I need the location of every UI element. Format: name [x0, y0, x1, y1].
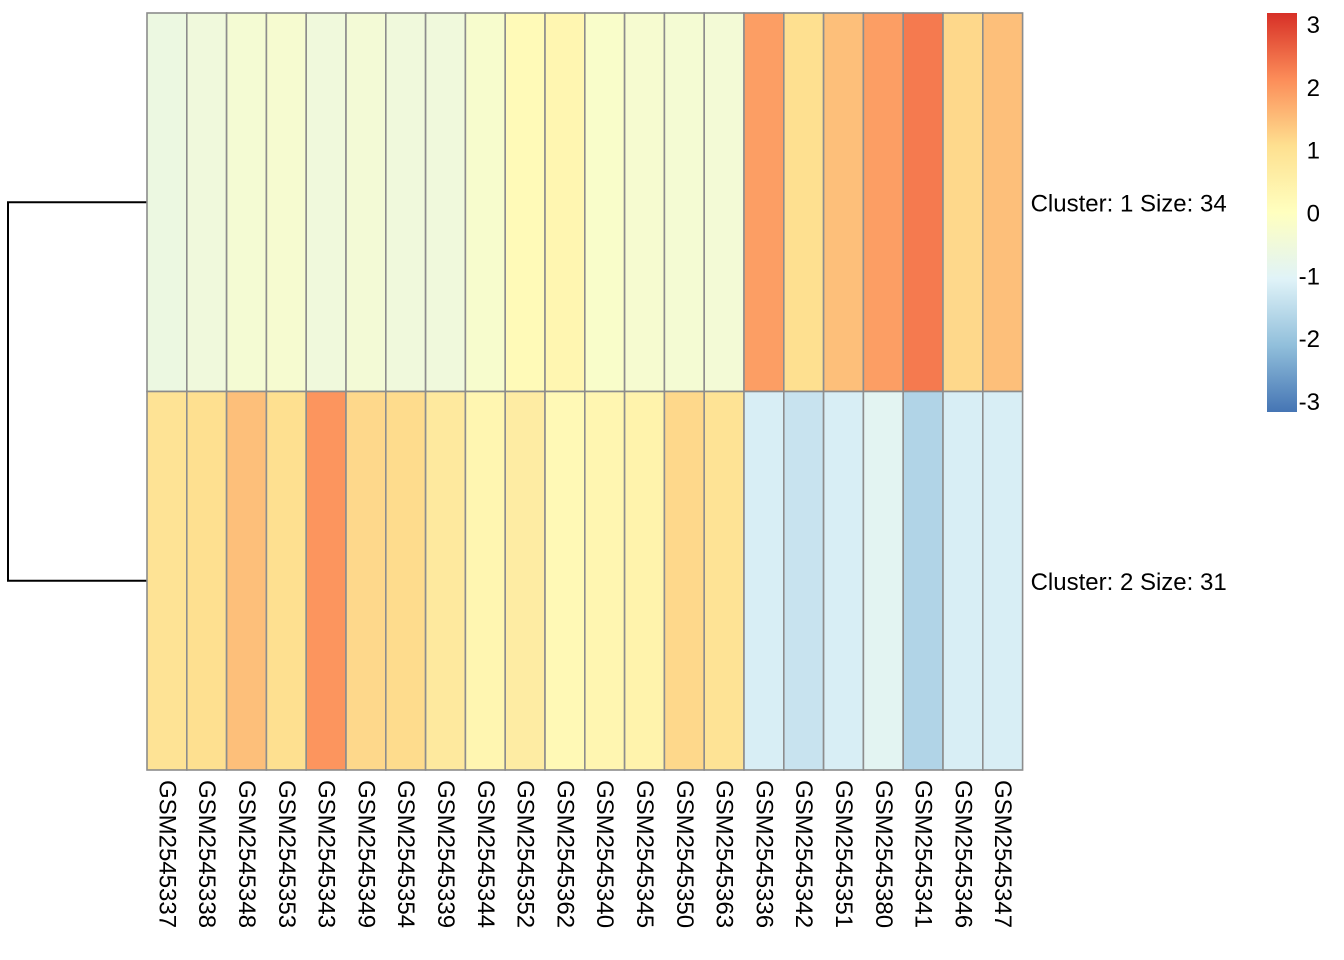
heatmap-cell: [345, 390, 387, 771]
heatmap-cell: [305, 390, 347, 771]
heatmap-cell: [225, 12, 268, 393]
row-dendrogram: [7, 201, 147, 582]
heatmap-cell: [384, 390, 427, 771]
legend-tick-label: -1: [1299, 263, 1320, 290]
legend-tick-label: 2: [1307, 75, 1320, 102]
heatmap-cell: [146, 390, 188, 771]
legend-tick-label: 3: [1307, 12, 1320, 39]
heatmap-cell: [225, 390, 268, 771]
heatmap-cell: [305, 12, 347, 393]
column-label: GSM2545380: [870, 780, 897, 928]
heatmap-cell: [464, 12, 506, 393]
color-legend-bar: [1267, 13, 1297, 412]
column-label: GSM2545354: [392, 780, 419, 928]
column-label: GSM2545350: [671, 780, 698, 928]
column-label: GSM2545362: [551, 780, 578, 928]
column-label: GSM2545346: [949, 780, 976, 928]
heatmap-cell: [583, 390, 626, 771]
heatmap-cell: [743, 12, 785, 393]
heatmap-cell: [504, 390, 546, 771]
column-label: GSM2545338: [193, 780, 220, 928]
heatmap-cell: [822, 390, 865, 771]
column-label: GSM2545343: [313, 780, 340, 928]
heatmap-cell: [782, 12, 825, 393]
heatmap-cell: [743, 390, 785, 771]
heatmap-cell: [186, 390, 228, 771]
heatmap-cell: [424, 390, 467, 771]
heatmap-cell: [862, 12, 905, 393]
legend-tick-label: -3: [1299, 389, 1320, 416]
column-label: GSM2545348: [233, 780, 260, 928]
heatmap-cell: [663, 390, 706, 771]
row-label: Cluster: 2 Size: 31: [1031, 569, 1227, 596]
heatmap-cell: [544, 390, 586, 771]
color-legend: 3 2 1 0 -1 -2 -3: [1267, 12, 1320, 416]
heatmap-cell: [942, 390, 984, 771]
column-label: GSM2545349: [352, 780, 379, 928]
column-label: GSM2545345: [631, 780, 658, 928]
heatmap-cell: [703, 12, 745, 393]
heatmap-cell: [663, 12, 706, 393]
column-label: GSM2545353: [273, 780, 300, 928]
column-label: GSM2545341: [910, 780, 937, 928]
heatmap-cell: [345, 12, 387, 393]
legend-tick-label: -2: [1299, 326, 1320, 353]
heatmap-cell: [623, 12, 666, 393]
heatmap-cell: [424, 12, 467, 393]
heatmap-cell: [265, 12, 307, 393]
legend-tick-label: 0: [1307, 201, 1320, 228]
heatmap-cells: [146, 12, 1024, 771]
color-legend-ticks: 3 2 1 0 -1 -2 -3: [1299, 12, 1320, 416]
heatmap-cell: [981, 390, 1024, 771]
heatmap-cell: [902, 12, 944, 393]
heatmap-cell: [822, 12, 865, 393]
row-labels: Cluster: 1 Size: 34 Cluster: 2 Size: 31: [1031, 190, 1227, 596]
legend-tick-label: 1: [1307, 138, 1320, 165]
column-labels: GSM2545337 GSM2545338 GSM2545348 GSM2545353…: [153, 780, 1016, 928]
heatmap-cell: [862, 390, 905, 771]
column-label: GSM2545342: [790, 780, 817, 928]
column-label: GSM2545340: [591, 780, 618, 928]
heatmap-cell: [265, 390, 307, 771]
heatmap-cell: [942, 12, 984, 393]
column-label: GSM2545351: [830, 780, 857, 928]
column-label: GSM2545337: [153, 780, 180, 928]
heatmap-cell: [623, 390, 666, 771]
dendrogram-branch: [7, 201, 147, 582]
column-label: GSM2545336: [750, 780, 777, 928]
column-label: GSM2545344: [472, 780, 499, 928]
heatmap-cell: [703, 390, 745, 771]
heatmap-cell: [186, 12, 228, 393]
column-label: GSM2545347: [989, 780, 1016, 928]
heatmap-cell: [544, 12, 586, 393]
heatmap-cell: [146, 12, 188, 393]
heatmap-cell: [504, 12, 546, 393]
column-label: GSM2545352: [512, 780, 539, 928]
column-label: GSM2545363: [711, 780, 738, 928]
heatmap-cell: [464, 390, 506, 771]
heatmap-cell: [782, 390, 825, 771]
column-label: GSM2545339: [432, 780, 459, 928]
row-label: Cluster: 1 Size: 34: [1031, 190, 1227, 217]
heatmap-cell: [384, 12, 427, 393]
heatmap-cell: [981, 12, 1024, 393]
heatmap-cell: [583, 12, 626, 393]
heatmap-cell: [902, 390, 944, 771]
